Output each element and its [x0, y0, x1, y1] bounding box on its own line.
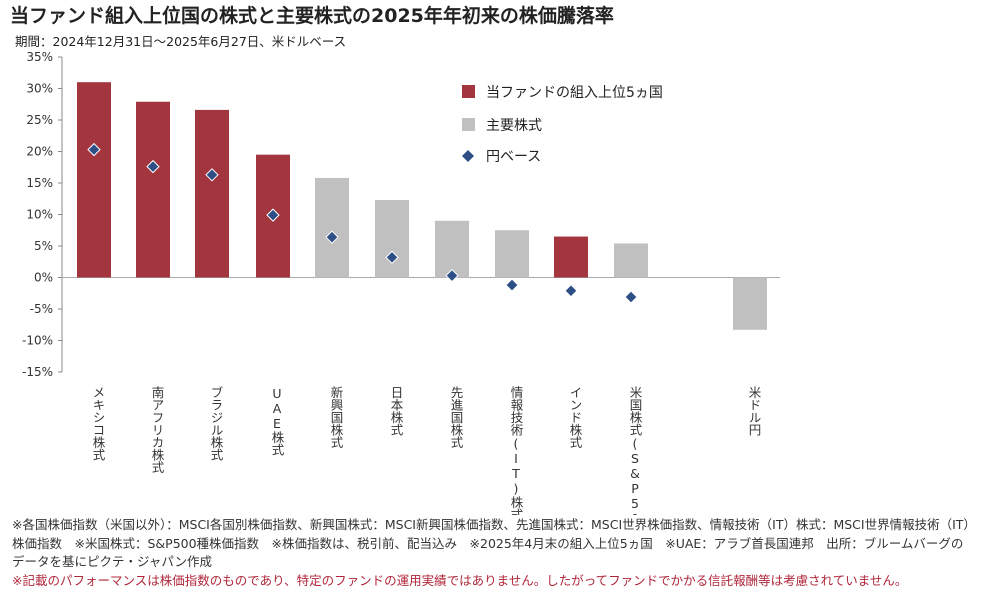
y-tick-label: 5%	[34, 239, 53, 253]
bar	[614, 243, 648, 278]
yen-marker	[624, 290, 638, 304]
y-tick-label: 25%	[26, 113, 53, 127]
y-tick-label: 0%	[34, 271, 53, 285]
y-tick-label: 10%	[26, 208, 53, 222]
bar	[375, 200, 409, 278]
category-label: インド株式	[568, 386, 583, 449]
legend-label: 当ファンドの組入上位5ヵ国	[486, 85, 663, 101]
y-tick-label: -5%	[30, 302, 53, 316]
legend-swatch	[462, 150, 474, 162]
bar	[77, 82, 111, 278]
footnote-sources: ※各国株価指数（米国以外）：MSCI各国別株価指数、新興国株式：MSCI新興国株…	[12, 517, 970, 569]
category-label: 先進国株式	[449, 386, 464, 449]
category-label: 新興国株式	[329, 385, 344, 449]
category-label: UAE株式	[270, 386, 285, 456]
bar	[554, 236, 588, 278]
yen-marker	[266, 208, 280, 222]
legend-label: 主要株式	[486, 118, 542, 134]
y-tick-label: 30%	[26, 82, 53, 96]
yen-marker	[385, 250, 399, 265]
y-tick-label: 20%	[26, 145, 53, 159]
category-label: 米ドル円	[747, 386, 762, 436]
y-tick-label: 15%	[26, 176, 53, 190]
footnote-disclaimer: ※記載のパフォーマンスは株価指数のものであり、特定のファンドの運用実績ではありま…	[12, 572, 908, 588]
category-label: 情報技術(IT)株式	[509, 386, 524, 515]
bar	[195, 109, 229, 278]
yen-marker	[205, 168, 219, 182]
bar	[435, 220, 469, 278]
yen-marker	[445, 268, 459, 283]
chart-subtitle: 期間：2024年12月31日～2025年6月27日、米ドルベース	[15, 34, 347, 49]
y-tick-label: 35%	[26, 50, 53, 64]
legend-swatch	[462, 118, 475, 131]
bar	[733, 277, 767, 330]
bar-chart: 35% 30% 25% 20% 15% 10% 5% 0% -5% -10% -15% メキシコ株式 南…	[22, 50, 780, 515]
category-label: 米国株式(S&P500)	[628, 386, 643, 515]
yen-marker	[87, 142, 101, 157]
bar	[136, 101, 170, 278]
yen-marker	[146, 159, 160, 174]
yen-marker	[325, 230, 339, 244]
y-tick-label: -10%	[22, 334, 53, 348]
chart-title: 当ファンド組入上位国の株式と主要株式の2025年年初来の株価騰落率	[10, 5, 614, 27]
bar	[315, 177, 349, 278]
category-label: 日本株式	[389, 386, 404, 436]
yen-marker	[505, 278, 519, 292]
legend-label: 円ベース	[486, 149, 541, 165]
category-label: 南アフリカ株式	[150, 385, 165, 474]
category-label: メキシコ株式	[91, 386, 106, 461]
legend-swatch	[462, 85, 475, 98]
bar	[495, 230, 529, 278]
y-tick-label: -15%	[22, 365, 53, 379]
footnotes: ※各国株価指数（米国以外）：MSCI各国別株価指数、新興国株式：MSCI新興国株…	[12, 516, 972, 590]
yen-marker	[564, 284, 578, 298]
category-label: ブラジル株式	[209, 385, 224, 461]
